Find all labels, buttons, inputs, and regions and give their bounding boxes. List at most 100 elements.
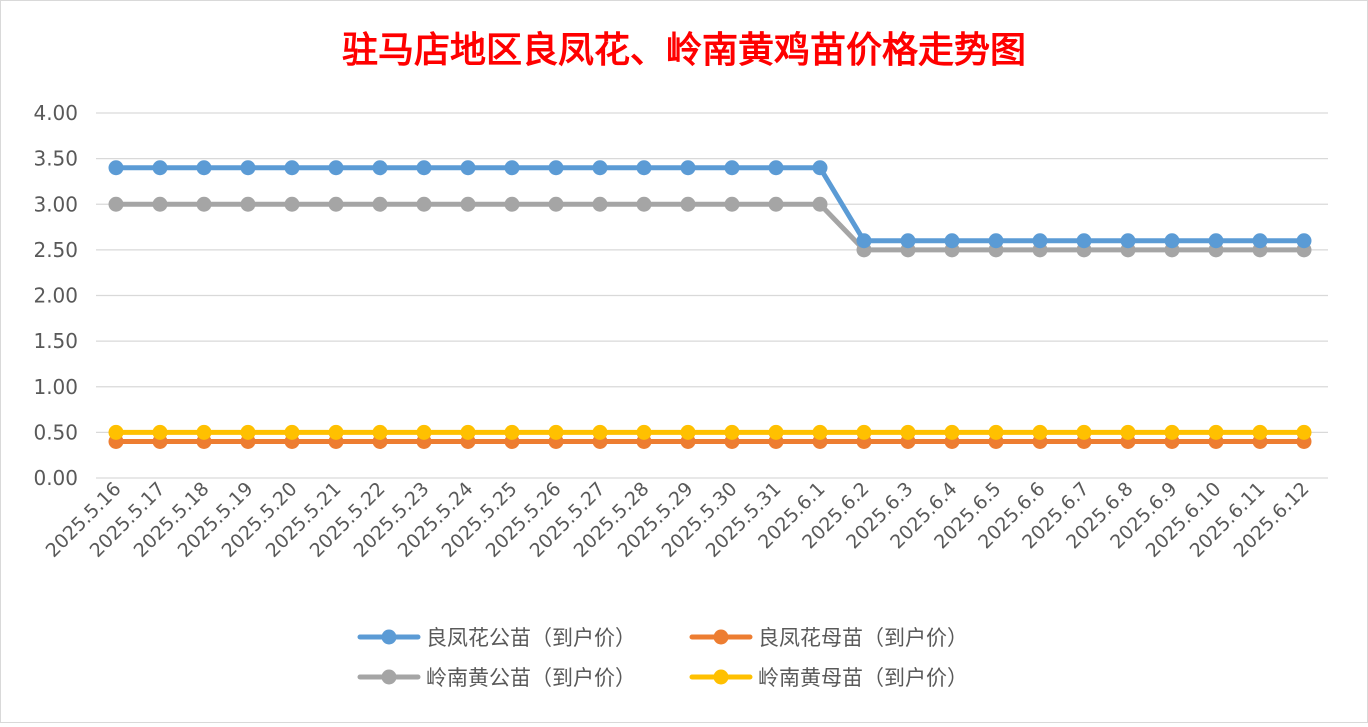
data-point	[1164, 424, 1180, 440]
data-point	[1296, 233, 1312, 249]
y-tick-label: 3.00	[33, 192, 78, 216]
series-line-0	[113, 165, 1307, 244]
data-point	[1252, 233, 1268, 249]
data-point	[724, 160, 740, 176]
legend-swatch-marker	[713, 669, 729, 685]
data-point	[416, 424, 432, 440]
data-point	[1208, 424, 1224, 440]
data-point	[1076, 233, 1092, 249]
y-tick-label: 4.00	[33, 101, 78, 125]
data-point	[504, 160, 520, 176]
legend-item: 良凤花母苗（到户价）	[689, 626, 968, 650]
data-point	[152, 160, 168, 176]
legend: 良凤花公苗（到户价） 良凤花母苗（到户价） 岭南黄公苗（到户价） 岭南黄母苗（到户价）	[357, 626, 968, 690]
data-point	[636, 196, 652, 212]
data-point	[1208, 233, 1224, 249]
legend-label: 良凤花公苗（到户价）	[426, 626, 636, 650]
y-axis: 0.00 0.50 1.00 1.50 2.00 2.50 3.00 3.50 4.00	[33, 101, 78, 490]
legend-swatch-marker	[381, 669, 397, 685]
legend-item: 岭南黄母苗（到户价）	[689, 666, 968, 690]
data-point	[372, 196, 388, 212]
data-point	[240, 424, 256, 440]
data-point	[416, 160, 432, 176]
data-point	[152, 424, 168, 440]
data-point	[196, 424, 212, 440]
legend-swatch-marker	[713, 629, 729, 645]
data-point	[504, 196, 520, 212]
data-point	[460, 160, 476, 176]
data-point	[812, 160, 828, 176]
data-point	[1164, 233, 1180, 249]
legend-item: 岭南黄公苗（到户价）	[357, 666, 636, 690]
data-point	[1032, 233, 1048, 249]
series-group	[108, 160, 1312, 449]
legend-label: 岭南黄公苗（到户价）	[426, 666, 636, 690]
data-point	[1120, 424, 1136, 440]
data-point	[548, 160, 564, 176]
data-point	[856, 233, 872, 249]
data-point	[196, 196, 212, 212]
data-point	[152, 196, 168, 212]
data-point	[592, 160, 608, 176]
data-point	[1120, 233, 1136, 249]
data-point	[108, 196, 124, 212]
data-point	[416, 196, 432, 212]
data-point	[548, 424, 564, 440]
data-point	[944, 424, 960, 440]
data-point	[812, 424, 828, 440]
y-tick-label: 2.50	[33, 238, 78, 262]
data-point	[460, 424, 476, 440]
y-tick-label: 2.00	[33, 284, 78, 308]
data-point	[328, 196, 344, 212]
data-point	[636, 424, 652, 440]
data-point	[592, 196, 608, 212]
y-tick-label: 1.00	[33, 375, 78, 399]
data-point	[548, 196, 564, 212]
data-point	[856, 424, 872, 440]
data-point	[284, 196, 300, 212]
data-point	[328, 160, 344, 176]
chart-title: 驻马店地区良凤花、岭南黄鸡苗价格走势图	[342, 29, 1026, 71]
data-point	[1296, 424, 1312, 440]
data-point	[812, 196, 828, 212]
data-point	[284, 424, 300, 440]
data-point	[1252, 424, 1268, 440]
y-tick-label: 0.50	[33, 420, 78, 444]
legend-item: 良凤花公苗（到户价）	[357, 626, 636, 650]
data-point	[284, 160, 300, 176]
data-point	[900, 424, 916, 440]
data-point	[680, 196, 696, 212]
data-point	[372, 424, 388, 440]
data-point	[1032, 424, 1048, 440]
data-point	[592, 424, 608, 440]
series-line-2	[113, 201, 1307, 253]
y-tick-label: 1.50	[33, 329, 78, 353]
data-point	[240, 196, 256, 212]
data-point	[944, 233, 960, 249]
y-tick-label: 0.00	[33, 466, 78, 490]
data-point	[724, 424, 740, 440]
data-point	[680, 160, 696, 176]
data-point	[460, 196, 476, 212]
data-point	[988, 424, 1004, 440]
data-point	[504, 424, 520, 440]
legend-swatch-marker	[381, 629, 397, 645]
data-point	[636, 160, 652, 176]
data-point	[724, 196, 740, 212]
legend-label: 良凤花母苗（到户价）	[758, 626, 968, 650]
data-point	[768, 160, 784, 176]
legend-label: 岭南黄母苗（到户价）	[758, 666, 968, 690]
data-point	[108, 424, 124, 440]
data-point	[768, 424, 784, 440]
data-point	[680, 424, 696, 440]
data-point	[196, 160, 212, 176]
data-point	[900, 233, 916, 249]
y-tick-label: 3.50	[33, 147, 78, 171]
data-point	[768, 196, 784, 212]
data-point	[372, 160, 388, 176]
data-point	[1076, 424, 1092, 440]
data-point	[328, 424, 344, 440]
